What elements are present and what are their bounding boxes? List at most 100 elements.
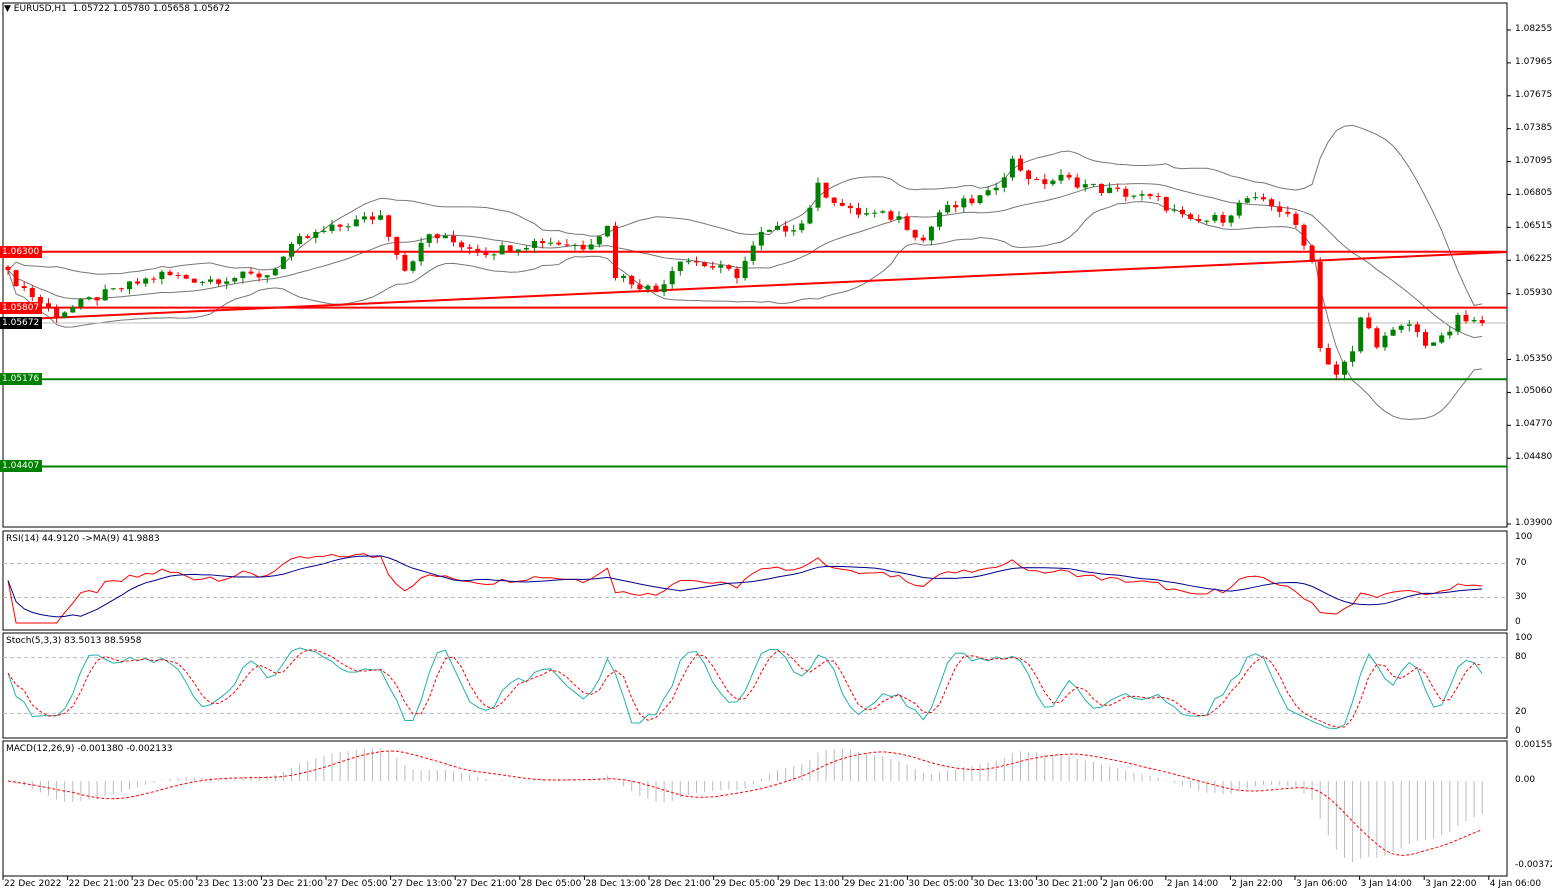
candle-body bbox=[596, 236, 602, 245]
candle-body bbox=[451, 235, 456, 243]
candle-body bbox=[1228, 215, 1234, 223]
candle-body bbox=[102, 289, 108, 301]
candle-body bbox=[1034, 179, 1040, 181]
candle-body bbox=[758, 231, 764, 246]
candle-body bbox=[653, 285, 659, 293]
candle-body bbox=[1188, 214, 1194, 220]
candle-body bbox=[127, 281, 132, 290]
candle-body bbox=[937, 212, 942, 227]
panel-frame-2 bbox=[2, 632, 1508, 739]
candle-body bbox=[1390, 329, 1396, 336]
current-price-tag: 1.05672 bbox=[0, 316, 42, 329]
bollinger-lower bbox=[7, 201, 1483, 420]
stoch-tick-label: 0 bbox=[1515, 726, 1521, 736]
time-label: 29 Dec 21:00 bbox=[843, 879, 905, 889]
candle-body bbox=[1204, 220, 1210, 222]
candle-body bbox=[856, 208, 861, 215]
candle-body bbox=[248, 271, 254, 274]
candle-body bbox=[783, 225, 789, 232]
candle-body bbox=[847, 205, 853, 209]
candle-body bbox=[224, 281, 230, 284]
time-label: 4 Jan 06:00 bbox=[1489, 879, 1542, 889]
candle-body bbox=[426, 234, 432, 243]
candle-body bbox=[313, 232, 319, 238]
support-2-tag: 1.04407 bbox=[0, 460, 42, 473]
candle-body bbox=[896, 216, 902, 220]
time-label: 22 Dec 2022 bbox=[4, 879, 62, 889]
candle-body bbox=[483, 252, 489, 256]
candle-body bbox=[677, 261, 683, 272]
chart-title[interactable]: ▼ EURUSD,H1 1.05722 1.05780 1.05658 1.05… bbox=[4, 4, 230, 14]
candle-body bbox=[985, 190, 991, 196]
macd-tick-label: 0.00 bbox=[1515, 775, 1536, 785]
candle-body bbox=[629, 275, 635, 285]
candle-body bbox=[370, 216, 375, 220]
candle-body bbox=[912, 229, 918, 238]
candle-body bbox=[710, 266, 716, 268]
panel-frame-3 bbox=[2, 740, 1508, 877]
candle-body bbox=[5, 266, 11, 271]
time-label: 29 Dec 05:00 bbox=[714, 879, 776, 889]
rsi-tick-label: 0 bbox=[1515, 617, 1521, 627]
stoch-tick-label: 100 bbox=[1515, 633, 1533, 643]
panel-frame-0 bbox=[2, 2, 1508, 528]
candle-body bbox=[1423, 332, 1428, 346]
candle-body bbox=[1139, 194, 1145, 196]
time-label: 29 Dec 13:00 bbox=[779, 879, 840, 889]
candle-body bbox=[1439, 335, 1445, 343]
candle-body bbox=[143, 278, 149, 284]
candle-body bbox=[507, 245, 513, 252]
candle-body bbox=[888, 211, 894, 220]
candle-body bbox=[961, 198, 967, 208]
candle-body bbox=[564, 244, 570, 246]
candle-body bbox=[94, 297, 100, 301]
candle-body bbox=[920, 237, 926, 241]
candle-body bbox=[766, 229, 772, 232]
trendline bbox=[2, 250, 1508, 322]
candle-body bbox=[289, 244, 294, 257]
time-label: 27 Dec 05:00 bbox=[327, 879, 388, 889]
time-label: 2 Jan 22:00 bbox=[1231, 879, 1283, 889]
time-label: 22 Dec 21:00 bbox=[68, 879, 130, 889]
time-label: 27 Dec 21:00 bbox=[456, 879, 517, 889]
price-tick-label: 1.06515 bbox=[1515, 221, 1552, 232]
candle-body bbox=[669, 271, 675, 285]
candle-body bbox=[548, 242, 554, 244]
candle-body bbox=[791, 230, 797, 232]
candle-body bbox=[945, 204, 951, 213]
candle-body bbox=[1309, 245, 1315, 262]
panel-frame-1 bbox=[2, 530, 1508, 631]
candle-body bbox=[216, 279, 222, 284]
candle-body bbox=[839, 202, 845, 206]
candle-body bbox=[475, 248, 481, 253]
price-tick-label: 1.08255 bbox=[1515, 24, 1552, 34]
candle-body bbox=[1107, 187, 1113, 194]
ohlc-values: 1.05722 1.05780 1.05658 1.05672 bbox=[72, 4, 231, 14]
time-label: 23 Dec 13:00 bbox=[197, 879, 259, 889]
candle-body bbox=[175, 275, 181, 277]
candle-body bbox=[799, 223, 805, 231]
candle-body bbox=[159, 271, 165, 280]
candle-body bbox=[750, 245, 756, 261]
candle-body bbox=[378, 215, 384, 220]
time-label: 3 Jan 22:00 bbox=[1425, 879, 1477, 889]
time-label: 23 Dec 21:00 bbox=[262, 879, 323, 889]
candle-body bbox=[1374, 328, 1380, 348]
price-tick-label: 1.05060 bbox=[1515, 386, 1552, 397]
candle-body bbox=[321, 230, 327, 233]
dropdown-triangle-icon[interactable]: ▼ bbox=[4, 4, 11, 14]
candle-body bbox=[434, 234, 440, 239]
time-label: 2 Jan 14:00 bbox=[1166, 879, 1219, 889]
candle-body bbox=[256, 273, 262, 278]
candle-body bbox=[272, 268, 278, 276]
rsi-tick-label: 30 bbox=[1515, 591, 1527, 602]
candle-body bbox=[183, 275, 189, 279]
candle-body bbox=[864, 213, 870, 215]
candle-body bbox=[1171, 209, 1177, 211]
candle-body bbox=[588, 244, 594, 250]
time-label: 30 Dec 05:00 bbox=[908, 879, 969, 889]
stoch-tick-label: 80 bbox=[1515, 651, 1527, 662]
candle-body bbox=[1342, 361, 1347, 375]
candle-body bbox=[645, 285, 651, 290]
